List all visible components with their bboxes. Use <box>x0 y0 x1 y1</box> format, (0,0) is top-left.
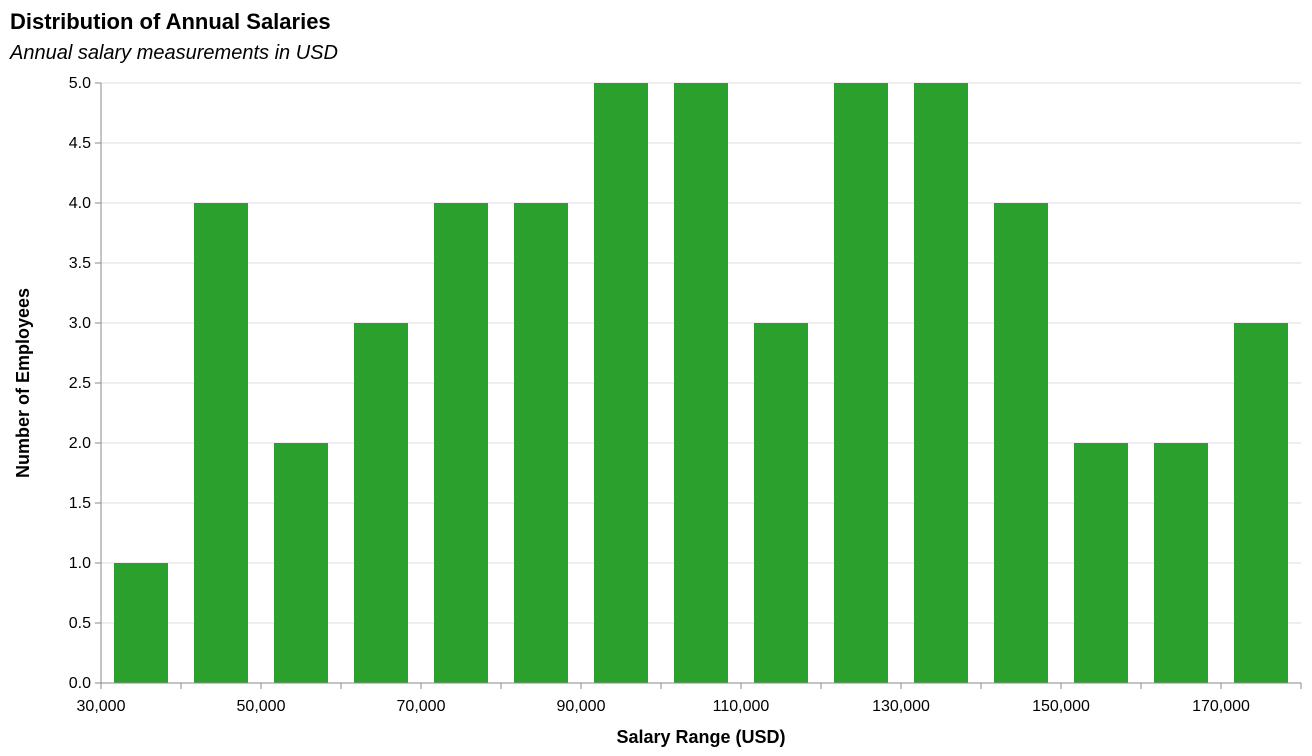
histogram-bar <box>274 443 328 683</box>
x-tick-label: 110,000 <box>713 698 770 715</box>
histogram-bar <box>514 203 568 683</box>
x-tick-label: 150,000 <box>1032 698 1090 715</box>
histogram-bar <box>914 83 968 683</box>
bars <box>114 83 1288 683</box>
y-tick-label: 5.0 <box>69 75 91 92</box>
histogram-bar <box>674 83 728 683</box>
y-axis-title: Number of Employees <box>13 288 33 478</box>
y-tick-label: 1.0 <box>69 555 91 572</box>
x-axis-title: Salary Range (USD) <box>616 727 785 747</box>
histogram-bar <box>1074 443 1128 683</box>
y-tick-label: 3.0 <box>69 315 91 332</box>
histogram-bar <box>354 323 408 683</box>
x-tick-label: 170,000 <box>1192 698 1250 715</box>
axes: 0.0 0.5 1.0 1.5 2.0 2.5 3.0 3.5 4.0 4.5 5.0 30,000 5… <box>69 75 1302 715</box>
x-tick-label: 70,000 <box>397 698 446 715</box>
chart-title: Distribution of Annual Salaries <box>10 9 331 34</box>
chart-subtitle: Annual salary measurements in USD <box>9 42 338 64</box>
y-tick-label: 4.0 <box>69 195 91 212</box>
x-tick-label: 90,000 <box>557 698 606 715</box>
y-tick-label: 2.5 <box>69 375 91 392</box>
y-tick-label: 0.5 <box>69 615 91 632</box>
histogram-bar <box>1234 323 1288 683</box>
x-tick-label: 130,000 <box>872 698 930 715</box>
y-tick-label: 0.0 <box>69 675 91 692</box>
y-tick-label: 2.0 <box>69 435 91 452</box>
y-tick-label: 4.5 <box>69 135 91 152</box>
histogram-bar <box>834 83 888 683</box>
histogram-bar <box>1154 443 1208 683</box>
x-tick-label: 30,000 <box>77 698 126 715</box>
histogram-bar <box>754 323 808 683</box>
histogram-bar <box>434 203 488 683</box>
histogram-bar <box>594 83 648 683</box>
histogram-bar <box>114 563 168 683</box>
y-tick-label: 1.5 <box>69 495 91 512</box>
histogram-bar <box>194 203 248 683</box>
x-tick-label: 50,000 <box>237 698 286 715</box>
histogram-bar <box>994 203 1048 683</box>
y-tick-label: 3.5 <box>69 255 91 272</box>
